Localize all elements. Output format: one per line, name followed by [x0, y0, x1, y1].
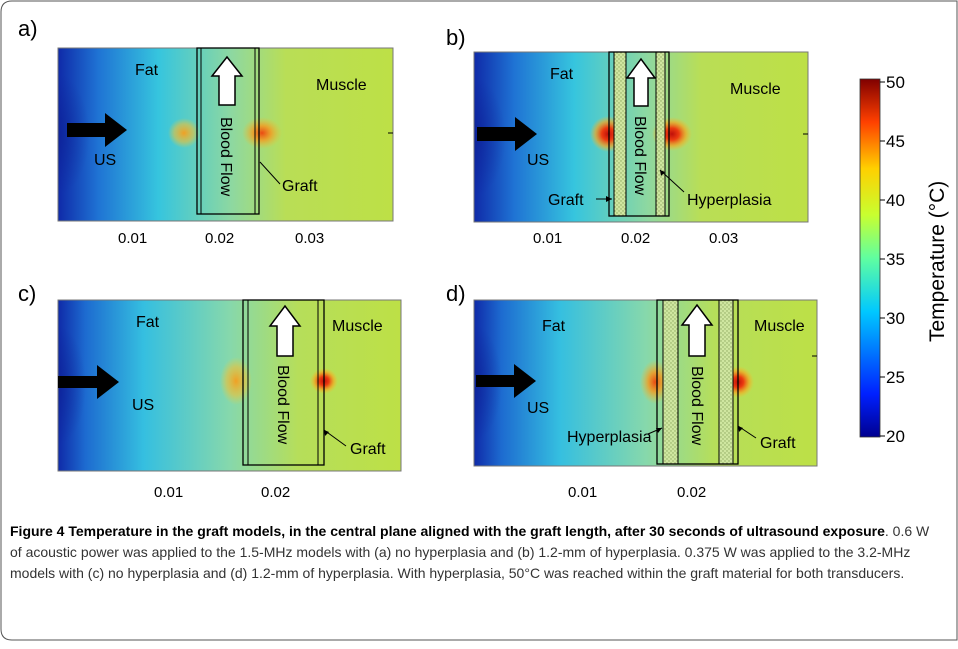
panel-b-hyperplasia-band-right	[656, 52, 665, 216]
panel-a-us-arrow-icon	[67, 113, 127, 147]
colorbar-tick-35: 35	[886, 250, 905, 269]
panel-c-muscle-label: Muscle	[332, 318, 383, 335]
panel-c: c) Blood Flow US Fat Muscle Graft 0.01 0…	[18, 281, 402, 501]
caption-body: . 0.6 W of acoustic power was applied to…	[10, 523, 930, 581]
panel-b-hyperplasia-label: Hyperplasia	[687, 192, 772, 209]
panel-d-letter: d)	[446, 281, 466, 306]
panel-b: b) Blood Flow US Fat Muscle Graft Hyperp…	[446, 25, 809, 247]
panel-a-tick-1: 0.01	[118, 230, 147, 247]
panel-b-blood-flow-label: Blood Flow	[631, 116, 648, 196]
panel-c-hotspot-left	[220, 357, 252, 405]
panel-c-tick-2: 0.02	[261, 484, 290, 501]
colorbar-gradient	[859, 78, 881, 438]
panel-a-muscle-label: Muscle	[316, 77, 367, 94]
panel-d-fat-label: Fat	[542, 318, 566, 335]
panel-a-hotspot-left	[168, 118, 200, 148]
panel-b-tick-2: 0.02	[621, 230, 650, 247]
panel-b-graft-label: Graft	[548, 192, 584, 209]
panel-a-flow-arrow-icon	[210, 55, 244, 106]
panel-c-fat-label: Fat	[136, 314, 160, 331]
panel-b-hyperplasia-band-left	[614, 52, 626, 216]
panel-d-tick-1: 0.01	[568, 484, 597, 501]
colorbar-title: Temperature (°C)	[926, 181, 949, 342]
colorbar-tick-30: 30	[886, 309, 905, 328]
panel-c-us-arrow-icon	[58, 365, 119, 399]
panel-a-graft-outline	[196, 47, 260, 215]
colorbar: 50 45 40 35 30 25 20 Temperature (°C)	[859, 73, 949, 446]
panel-a-graft-label: Graft	[282, 178, 318, 195]
panel-d-tick-2: 0.02	[677, 484, 706, 501]
caption-title: Figure 4 Temperature in the graft models…	[10, 523, 885, 539]
panel-b-tick-3: 0.03	[709, 230, 738, 247]
panel-b-letter: b)	[446, 25, 466, 50]
panel-d-hyperplasia-band-right	[719, 300, 733, 464]
panel-c-blood-flow-label: Blood Flow	[274, 365, 291, 445]
panel-b-flow-arrow-icon	[625, 57, 657, 107]
panel-c-letter: c)	[18, 281, 36, 306]
colorbar-tick-20: 20	[886, 427, 905, 446]
panel-a-us-label: US	[94, 152, 116, 169]
colorbar-tick-45: 45	[886, 132, 905, 151]
panel-c-flow-arrow-icon	[268, 304, 302, 357]
panel-b-fat-label: Fat	[550, 66, 574, 83]
panel-d-graft-outline	[656, 299, 739, 465]
panel-a-blood-flow-label: Blood Flow	[217, 117, 234, 197]
panel-c-graft-label: Graft	[350, 441, 386, 458]
panel-b-us-arrow-icon	[477, 117, 537, 151]
panel-c-graft-outline	[242, 299, 325, 466]
panel-c-us-label: US	[132, 397, 154, 414]
panel-a-tick-2: 0.02	[205, 230, 234, 247]
panel-b-muscle-label: Muscle	[730, 81, 781, 98]
panel-d-muscle-label: Muscle	[754, 318, 805, 335]
panel-a: a) Blood Flow US Fat Muscle Graft 0.01 0…	[18, 16, 394, 247]
panel-d-hyperplasia-band-left	[663, 300, 678, 464]
colorbar-tick-40: 40	[886, 191, 905, 210]
panel-a-letter: a)	[18, 16, 38, 41]
panel-d-flow-arrow-icon	[680, 303, 714, 357]
panel-d-blood-flow-label: Blood Flow	[688, 366, 705, 446]
panel-b-graft-outline	[608, 51, 670, 217]
panel-d-hyperplasia-label: Hyperplasia	[567, 429, 652, 446]
panel-d: d) Blood Flow US Fat Muscle Hyperplasia …	[446, 281, 818, 501]
panel-b-us-label: US	[527, 152, 549, 169]
figure-caption: Figure 4 Temperature in the graft models…	[10, 521, 940, 584]
panel-d-us-label: US	[527, 400, 549, 417]
panel-a-tick-3: 0.03	[295, 230, 324, 247]
panel-b-tick-1: 0.01	[533, 230, 562, 247]
panel-d-graft-label: Graft	[760, 435, 796, 452]
colorbar-tick-25: 25	[886, 368, 905, 387]
panel-d-us-arrow-icon	[476, 364, 536, 398]
panel-a-hotspot-right	[242, 117, 282, 149]
panel-a-fat-label: Fat	[135, 62, 159, 79]
colorbar-tick-50: 50	[886, 73, 905, 92]
panel-c-tick-1: 0.01	[154, 484, 183, 501]
